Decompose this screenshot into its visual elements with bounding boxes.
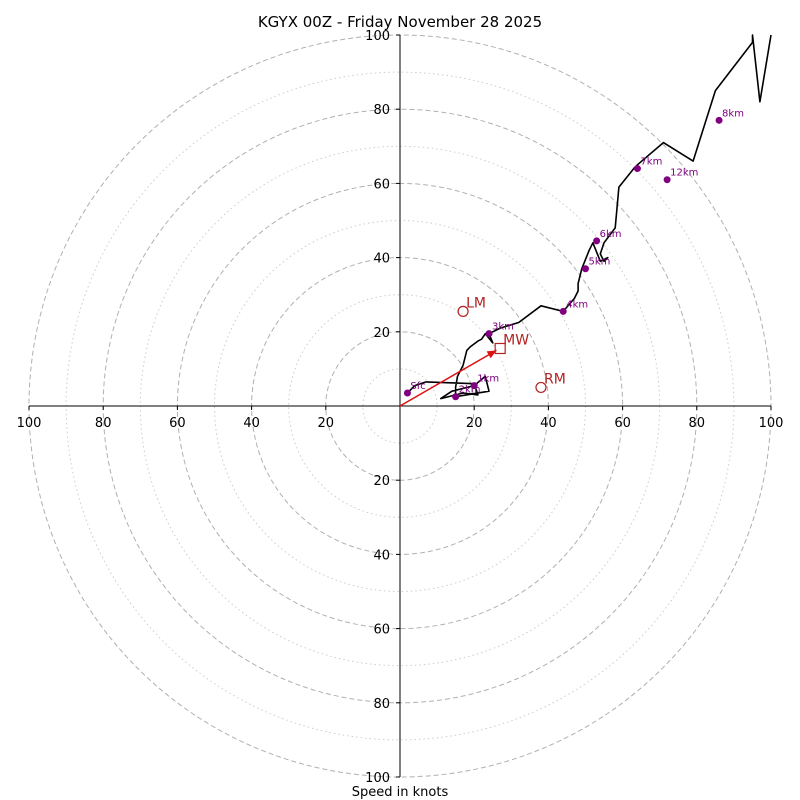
- x-tick-label: 40: [243, 416, 260, 431]
- motion-marker-label: RM: [544, 371, 566, 387]
- motion-marker-circle: [535, 381, 547, 394]
- height-marker-dot: [582, 265, 589, 273]
- height-marker-label: 6km: [600, 229, 622, 240]
- motion-marker-label: MW: [503, 332, 529, 348]
- height-marker-label: 5km: [589, 257, 611, 268]
- height-marker-label: 3km: [492, 322, 514, 333]
- chart-title: KGYX 00Z - Friday November 28 2025: [258, 13, 542, 31]
- height-marker-label: Sfc: [410, 381, 425, 392]
- height-marker-dot: [452, 393, 460, 401]
- motion-marker-label: LM: [466, 295, 486, 311]
- x-tick-label: 40: [540, 416, 557, 431]
- height-marker-dot: [485, 330, 493, 338]
- y-tick-label: 20: [373, 474, 390, 489]
- x-tick-label: 100: [17, 416, 42, 431]
- wind-trace-line: [406, 34, 772, 400]
- y-tick-label: 40: [373, 252, 390, 267]
- height-marker-label: 7km: [640, 157, 662, 168]
- height-marker-dot: [663, 176, 671, 184]
- y-tick-label: 60: [373, 623, 390, 638]
- x-tick-label: 60: [614, 416, 631, 431]
- x-tick-label: 80: [95, 416, 112, 431]
- motion-marker-square: [494, 342, 506, 355]
- motion-marker-circle: [457, 305, 469, 317]
- shear-arrowhead: [486, 350, 497, 359]
- height-marker-dot: [715, 116, 723, 124]
- tick-labels: 100 80 60 40 20 20 40 60 80 100 100 80 60 40 20 20 40 60 8…: [17, 29, 784, 786]
- x-tick-label: 60: [169, 416, 186, 431]
- y-tick-label: 80: [373, 697, 390, 712]
- y-tick-label: 20: [373, 326, 390, 341]
- x-axis-label: Speed in knots: [352, 785, 449, 800]
- height-marker-dot: [633, 165, 641, 173]
- height-marker-dot: [593, 237, 601, 245]
- y-tick-label: 60: [373, 177, 390, 192]
- height-marker-dot: [559, 307, 567, 315]
- height-marker-label: 8km: [722, 108, 744, 119]
- shear-vector: [399, 349, 497, 407]
- x-tick-label: 100: [759, 416, 784, 431]
- height-marker-dot: [403, 389, 411, 397]
- storm-motion-markers: LM MW RM: [457, 295, 566, 394]
- height-marker-label: 1km: [477, 374, 499, 385]
- x-tick-label: 80: [689, 416, 706, 431]
- x-tick-label: 20: [466, 416, 483, 431]
- height-marker-label: 12km: [670, 168, 698, 179]
- shear-vector-line: [399, 349, 497, 407]
- y-tick-label: 40: [373, 548, 390, 563]
- y-tick-label: 100: [365, 29, 390, 44]
- y-tick-label: 80: [373, 103, 390, 118]
- y-tick-label: 100: [365, 771, 390, 786]
- height-marker-dot: [470, 382, 478, 390]
- height-marker-label: 2km: [459, 385, 481, 396]
- height-marker-label: 4km: [566, 299, 588, 310]
- x-tick-label: 20: [318, 416, 335, 431]
- wind-trace: [406, 34, 772, 400]
